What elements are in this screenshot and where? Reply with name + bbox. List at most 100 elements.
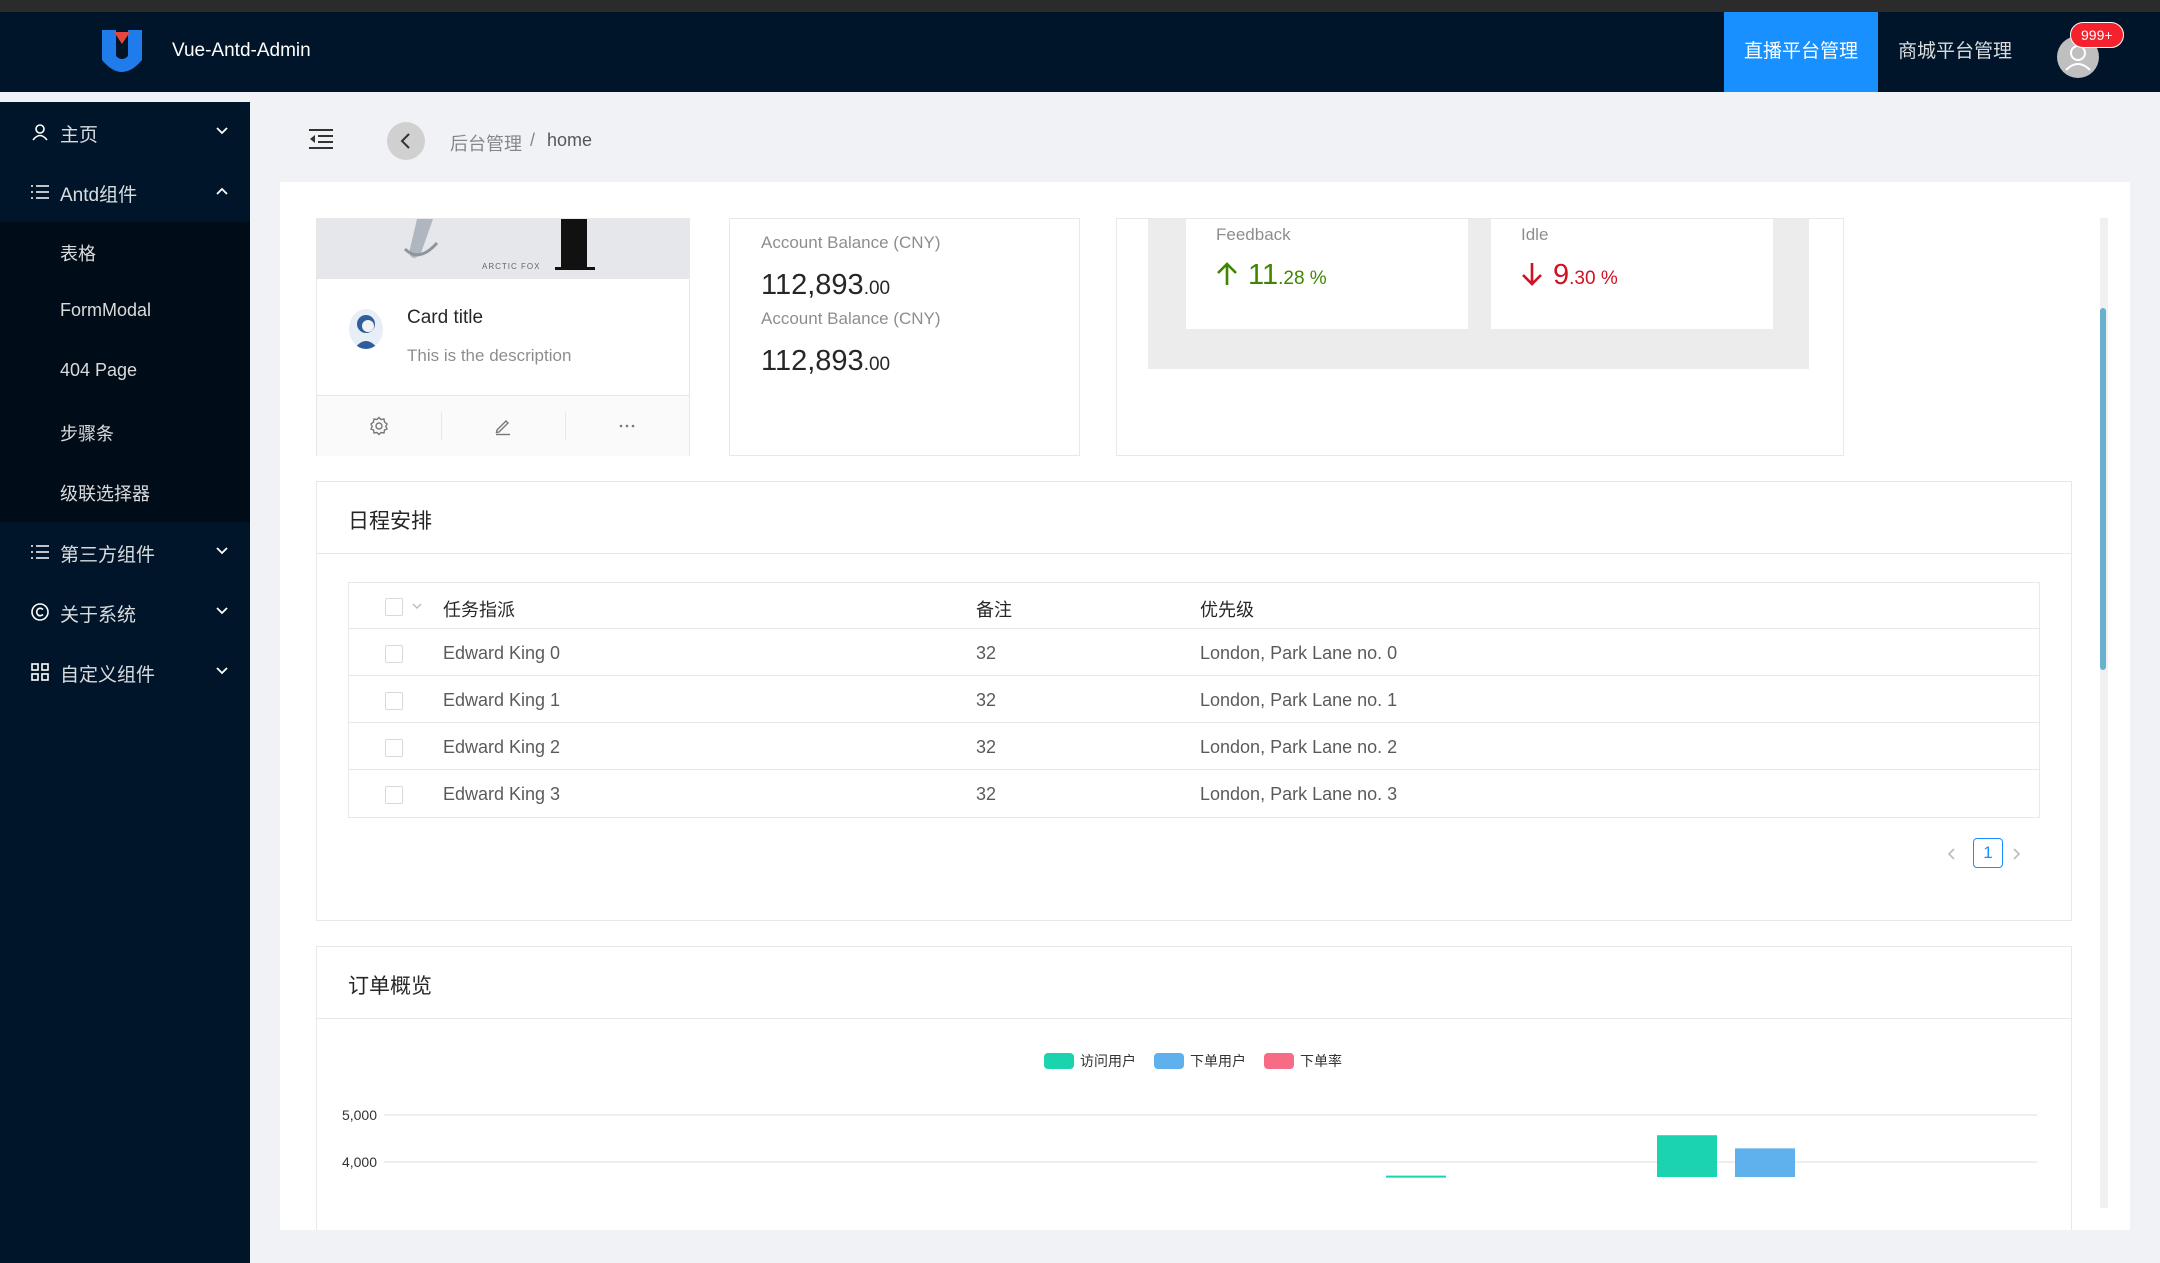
stat-label: Idle (1521, 225, 1549, 244)
cell-note: 32 (976, 690, 997, 710)
sidebar-subitem-label: FormModal (60, 300, 152, 320)
stat-label: Feedback (1216, 225, 1291, 244)
card-cover-image: ARCTIC FOX (317, 219, 689, 279)
bar-visit-users[interactable] (1657, 1135, 1717, 1177)
back-button[interactable] (387, 122, 425, 160)
breadcrumb-item-current: home (547, 130, 593, 150)
sidebar-subitem-label: 表格 (60, 244, 96, 264)
page-1-button[interactable]: 1 (1973, 838, 2003, 868)
table-header-row: 任务指派 备注 优先级 (349, 583, 2039, 629)
schedule-card: 日程安排 任务指派 备注 优先级 Edward King 0 32 London… (316, 481, 2072, 921)
balance-label: Account Balance (CNY) (761, 309, 941, 328)
cell-assignee: Edward King 1 (443, 690, 561, 710)
avatar-portrait-icon (349, 309, 383, 349)
tab-live-platform[interactable]: 直播平台管理 (1724, 12, 1878, 92)
card-title: Card title (407, 307, 484, 328)
chevron-right-icon[interactable] (2009, 846, 2023, 862)
cell-note: 32 (976, 643, 997, 663)
main-content: ARCTIC FOX Card title This is the descri… (280, 182, 2130, 1230)
card-description: This is the description (407, 346, 572, 365)
sidebar-subitem-table[interactable]: 表格 (0, 222, 250, 282)
balance-value: 112,893.00 (761, 269, 890, 302)
legend-swatch (1264, 1053, 1294, 1069)
schedule-title: 日程安排 (348, 510, 432, 533)
row-checkbox[interactable] (385, 739, 403, 757)
copyright-icon (31, 603, 49, 621)
cell-note: 32 (976, 784, 997, 804)
notification-badge: 999+ (2070, 22, 2124, 48)
chevron-left-icon (400, 133, 410, 149)
card-action-more[interactable] (565, 396, 689, 456)
chevron-down-icon (216, 547, 228, 555)
stat-decimals: .30 % (1569, 268, 1618, 289)
sidebar-subitem-label: 级联选择器 (60, 484, 150, 504)
balance-decimals: .00 (863, 354, 891, 375)
sidebar-subitem-label: 步骤条 (60, 424, 114, 444)
cell-note: 32 (976, 737, 997, 757)
stat-idle: Idle 9.30 % (1491, 219, 1773, 329)
pagination: 1 (1943, 838, 2023, 870)
row-checkbox[interactable] (385, 645, 403, 663)
balance-card: Account Balance (CNY) 112,893.00 Account… (729, 218, 1080, 456)
schedule-table: 任务指派 备注 优先级 Edward King 0 32 London, Par… (348, 582, 2040, 818)
stat-feedback: Feedback 11.28 % (1186, 219, 1468, 329)
orders-card-header: 订单概览 (317, 947, 2071, 1019)
sidebar-subitem-formmodal[interactable]: FormModal (0, 282, 250, 342)
breadcrumb-item[interactable]: 后台管理 (450, 134, 522, 154)
profile-card: ARCTIC FOX Card title This is the descri… (316, 218, 690, 456)
bar-visit-users[interactable] (1386, 1175, 1446, 1178)
bar-order-users[interactable] (1735, 1148, 1795, 1177)
action-divider (441, 412, 442, 440)
row-checkbox[interactable] (385, 692, 403, 710)
orders-title: 订单概览 (348, 975, 432, 998)
sidebar-subitem-404[interactable]: 404 Page (0, 342, 250, 402)
chevron-left-icon[interactable] (1945, 846, 1959, 862)
app-logo-icon (102, 30, 142, 72)
balance-label: Account Balance (CNY) (761, 233, 941, 252)
cell-assignee: Edward King 0 (443, 643, 561, 663)
menu-fold-icon[interactable] (308, 128, 334, 150)
stat-decimals: .28 % (1278, 268, 1327, 289)
ellipsis-icon (619, 424, 635, 428)
sidebar-item-label: 自定义组件 (60, 665, 156, 686)
sidebar-item-label: 关于系统 (60, 605, 137, 626)
sidebar-subitem-label: 404 Page (60, 360, 138, 380)
table-row: Edward King 3 32 London, Park Lane no. 3 (349, 771, 2039, 817)
balance-integer: 112,893 (761, 345, 864, 377)
scrollbar-track[interactable] (2100, 218, 2108, 1208)
sidebar-item-label: 主页 (60, 125, 99, 146)
chevron-down-icon (216, 127, 228, 135)
select-all-checkbox[interactable] (385, 598, 403, 616)
gear-icon (370, 416, 388, 436)
sidebar-item-home[interactable]: 主页 (0, 102, 250, 162)
table-row: Edward King 1 32 London, Park Lane no. 1 (349, 677, 2039, 723)
stat-value: 11.28 % (1216, 259, 1327, 292)
user-icon (32, 124, 48, 141)
cell-priority: London, Park Lane no. 2 (1200, 737, 1398, 757)
card-actions (317, 395, 689, 456)
grid-icon (31, 663, 49, 681)
sidebar-item-about[interactable]: 关于系统 (0, 582, 250, 642)
sidebar-item-antd[interactable]: Antd组件 (0, 162, 250, 222)
row-checkbox[interactable] (385, 786, 403, 804)
table-row: Edward King 2 32 London, Park Lane no. 2 (349, 724, 2039, 770)
sidebar-item-third-party[interactable]: 第三方组件 (0, 522, 250, 582)
legend-label: 下单用户 (1190, 1053, 1246, 1069)
cell-priority: London, Park Lane no. 3 (1200, 784, 1398, 804)
scrollbar-thumb[interactable] (2100, 308, 2106, 670)
tab-mall-platform[interactable]: 商城平台管理 (1897, 41, 2012, 62)
card-action-settings[interactable] (317, 396, 441, 456)
sidebar-item-custom[interactable]: 自定义组件 (0, 642, 250, 702)
card-avatar (349, 309, 383, 349)
sidebar-subitem-cascader[interactable]: 级联选择器 (0, 462, 250, 522)
chevron-down-icon (216, 607, 228, 615)
card-action-edit[interactable] (441, 396, 565, 456)
schedule-card-header: 日程安排 (317, 482, 2071, 554)
stat-integer: 11 (1248, 259, 1279, 291)
app-title: Vue-Antd-Admin (172, 40, 311, 61)
chevron-down-icon[interactable] (411, 600, 423, 612)
statistics-card: Feedback 11.28 % Idle 9.30 % (1116, 218, 1844, 456)
sidebar-subitem-steps[interactable]: 步骤条 (0, 402, 250, 462)
chevron-down-icon (216, 667, 228, 675)
legend-label: 下单率 (1300, 1053, 1342, 1069)
